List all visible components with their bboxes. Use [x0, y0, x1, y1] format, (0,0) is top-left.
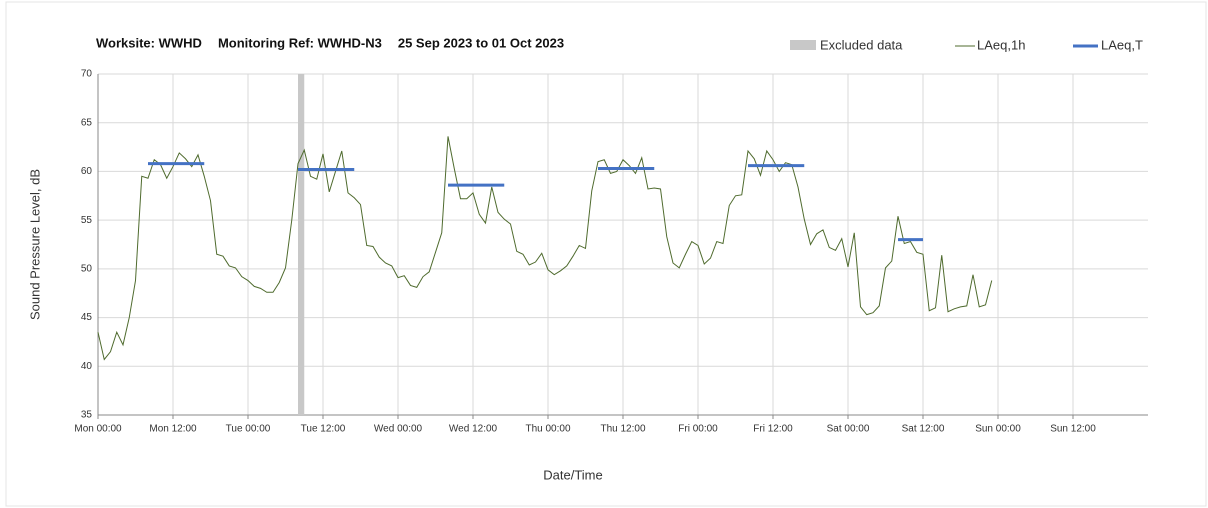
x-tick-label: Fri 00:00 — [678, 424, 718, 435]
legend-swatch — [790, 40, 816, 50]
x-tick-label: Tue 12:00 — [301, 424, 346, 435]
y-tick-label: 70 — [81, 69, 93, 80]
y-tick-label: 55 — [81, 215, 93, 226]
x-tick-label: Sat 00:00 — [827, 424, 870, 435]
legend-label: Excluded data — [820, 37, 903, 52]
chart-title: Monitoring Ref: WWHD-N3 — [218, 35, 382, 50]
chart-title: 25 Sep 2023 to 01 Oct 2023 — [398, 35, 564, 50]
legend-label: LAeq,1h — [977, 37, 1025, 52]
chart-title: Worksite: WWHD — [96, 35, 202, 50]
y-tick-label: 35 — [81, 410, 93, 421]
legend-label: LAeq,T — [1101, 37, 1143, 52]
x-axis-title: Date/Time — [543, 467, 602, 482]
x-tick-label: Thu 12:00 — [600, 424, 645, 435]
y-axis-title: Sound Pressure Level, dB — [27, 169, 42, 320]
x-tick-label: Fri 12:00 — [753, 424, 793, 435]
y-tick-label: 45 — [81, 312, 93, 323]
chart-frame — [5, 1, 1207, 507]
y-tick-label: 65 — [81, 117, 93, 128]
y-tick-label: 60 — [81, 166, 93, 177]
x-tick-label: Mon 12:00 — [149, 424, 197, 435]
x-tick-label: Sat 12:00 — [902, 424, 945, 435]
x-tick-label: Wed 00:00 — [374, 424, 423, 435]
y-tick-label: 50 — [81, 263, 93, 274]
line-series — [97, 136, 993, 361]
x-tick-label: Sun 00:00 — [975, 424, 1021, 435]
y-tick-label: 40 — [81, 361, 93, 372]
x-tick-label: Wed 12:00 — [449, 424, 498, 435]
x-tick-label: Thu 00:00 — [525, 424, 570, 435]
excluded-band — [298, 74, 305, 415]
x-tick-label: Sun 12:00 — [1050, 424, 1096, 435]
x-tick-label: Mon 00:00 — [74, 424, 122, 435]
x-tick-label: Tue 00:00 — [226, 424, 271, 435]
